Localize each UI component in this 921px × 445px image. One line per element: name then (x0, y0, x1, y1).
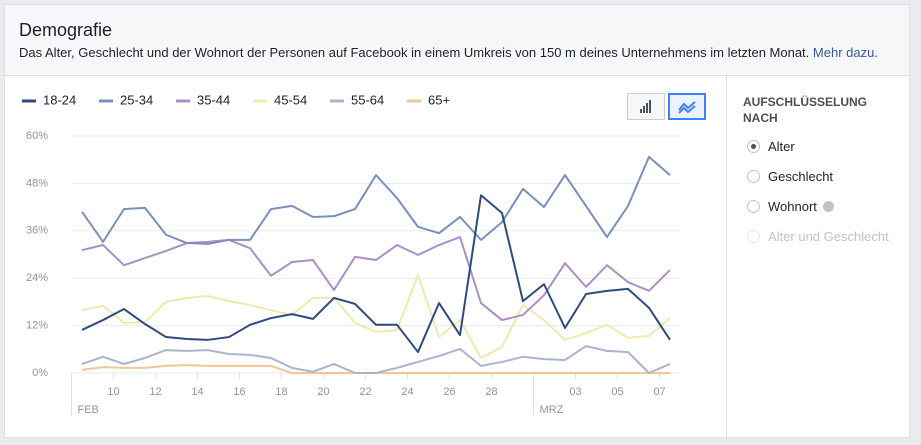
title: Demografie (19, 20, 113, 40)
info-icon[interactable] (822, 201, 834, 212)
bar-view-button[interactable] (627, 93, 665, 120)
x-tick-label: 14 (191, 386, 203, 398)
radio-option: Alter und Geschlecht (747, 229, 889, 244)
radio-option[interactable]: Geschlecht (747, 169, 833, 184)
radio (747, 140, 760, 153)
y-tick-label: 24% (26, 272, 48, 284)
y-tick-label: 60% (26, 130, 48, 142)
series-line (81, 364, 670, 374)
radio-option[interactable]: Wohnort (747, 199, 834, 214)
legend-label: 35-44 (197, 92, 230, 107)
option-label: Alter (768, 139, 795, 154)
description-text: Das Alter, Geschlecht und der Wohnort de… (19, 45, 810, 60)
month-label: MRZ (540, 404, 564, 416)
month-label: FEB (78, 404, 99, 416)
series-line (81, 194, 671, 354)
x-tick-label: 12 (149, 386, 161, 398)
description: Das Alter, Geschlecht und der Wohnort de… (19, 45, 878, 60)
x-tick-label: 20 (317, 386, 329, 398)
x-tick-label: 26 (443, 386, 455, 398)
legend-label: 65+ (428, 92, 450, 107)
legend-label: 45-54 (274, 92, 307, 107)
legend-label: 18-24 (43, 92, 76, 107)
y-tick-label: 48% (26, 177, 48, 189)
header: Demografie Das Alter, Geschlecht und der… (5, 5, 909, 76)
x-tick-label: 03 (569, 386, 581, 398)
breakdown-title: AUFSCHLÜSSELUNG NACH (743, 95, 868, 125)
learn-more-link[interactable]: Mehr dazu. (812, 45, 878, 60)
x-tick-label: 18 (275, 386, 287, 398)
x-tick-label: 05 (611, 386, 623, 398)
option-label: Geschlecht (768, 169, 834, 184)
x-tick-label: 07 (653, 386, 665, 398)
chart: 0% 12% 24% 36% 48% 60% 10 12 14 16 18 20 22 24 26 28 03 0… (22, 92, 680, 416)
x-tick-label: 16 (233, 386, 245, 398)
legend-label: 25-34 (120, 92, 153, 107)
option-label: Alter und Geschlecht (768, 229, 889, 244)
line-view-button[interactable] (668, 93, 706, 120)
radio (747, 230, 760, 243)
series-line (81, 236, 671, 322)
x-tick-label: 22 (359, 386, 371, 398)
series-line (81, 274, 671, 359)
y-tick-label: 36% (26, 225, 48, 237)
line-icon (678, 101, 696, 114)
series-line (81, 345, 671, 374)
radio-option[interactable]: Alter (747, 139, 795, 154)
series-line (81, 155, 671, 245)
bar-icon (640, 100, 651, 113)
x-tick-label: 10 (107, 386, 119, 398)
x-tick-label: 28 (485, 386, 497, 398)
y-tick-label: 12% (26, 320, 48, 332)
option-label: Wohnort (768, 199, 817, 214)
legend-label: 55-64 (351, 92, 384, 107)
radio (747, 200, 760, 213)
radio (747, 170, 760, 183)
y-tick-label: 0% (32, 367, 48, 379)
breakdown-panel: AUFSCHLÜSSELUNG NACH Alter Geschlecht Wohn… (726, 76, 910, 437)
x-tick-label: 24 (401, 386, 413, 398)
